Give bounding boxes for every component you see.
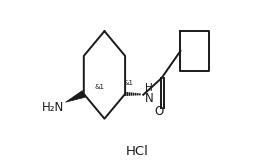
Text: N: N [145,92,154,104]
Polygon shape [66,91,85,102]
Text: HCl: HCl [126,145,149,158]
Text: &1: &1 [94,84,104,90]
Text: H: H [145,83,153,93]
Text: H₂N: H₂N [42,101,64,114]
Text: &1: &1 [123,80,133,86]
Text: O: O [154,105,163,118]
